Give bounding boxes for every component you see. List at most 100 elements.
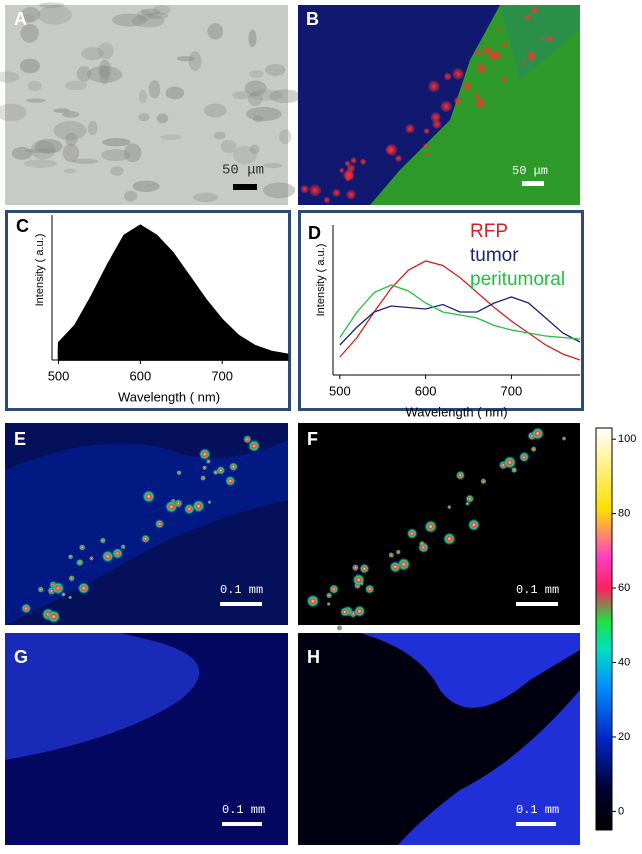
rfp-cell — [500, 42, 507, 49]
hotspot — [467, 518, 481, 532]
panel-e: E 0.1 mm — [5, 423, 288, 625]
cell — [0, 71, 20, 83]
panel-label: B — [306, 9, 319, 29]
cell — [30, 140, 56, 160]
hotspot — [20, 603, 32, 614]
cell — [100, 149, 131, 162]
cell — [220, 139, 237, 154]
rfp-cell — [474, 92, 481, 99]
rfp-cell — [309, 184, 322, 197]
cell — [99, 65, 110, 85]
colorbar — [595, 427, 613, 831]
hotspots — [306, 426, 567, 631]
cell — [110, 166, 124, 176]
hotspot — [68, 595, 73, 600]
x-tick-label: 700 — [211, 368, 233, 383]
cell — [34, 139, 63, 154]
x-tick-label: 600 — [130, 368, 152, 383]
hotspot — [99, 537, 107, 544]
cell — [160, 134, 182, 140]
cell — [26, 98, 46, 103]
colorbar-tick-label: 100 — [618, 433, 636, 445]
cell — [207, 23, 224, 40]
hotspot — [326, 601, 331, 607]
panel-h: H 0.1 mm — [298, 633, 580, 845]
rfp-cells — [300, 6, 554, 204]
series-line — [57, 281, 289, 361]
scale-bar-label: 50 μm — [512, 164, 548, 178]
cell — [147, 12, 169, 19]
region — [298, 633, 580, 845]
cell — [244, 80, 267, 96]
hotspot — [140, 534, 151, 544]
cell — [246, 106, 282, 122]
cell — [141, 8, 161, 16]
hotspot — [455, 470, 466, 481]
cell — [19, 58, 41, 74]
hotspot — [359, 581, 364, 586]
cell — [27, 80, 42, 92]
series-line — [339, 284, 581, 340]
rfp-cell — [430, 112, 441, 123]
hotspot — [351, 563, 360, 572]
cell — [138, 89, 147, 104]
rfp-cell — [521, 60, 526, 65]
cell — [53, 108, 71, 113]
rfp-cell — [332, 188, 341, 197]
rfp-cell — [394, 154, 403, 162]
hotspot — [247, 439, 261, 453]
colorbar-tick-label: 60 — [618, 582, 630, 594]
hotspot — [216, 465, 226, 476]
rfp-cell — [475, 49, 482, 57]
hotspot — [336, 624, 343, 631]
panel-label: G — [14, 647, 28, 667]
y-axis-label: Intensity ( a.u.) — [315, 244, 327, 317]
cell-texture — [0, 2, 302, 203]
cell — [98, 59, 112, 79]
rfp-cell — [526, 51, 537, 62]
colorbar-tick-label: 20 — [618, 731, 630, 743]
rfp-cell — [440, 100, 452, 113]
cell — [76, 66, 92, 82]
x-tick-label: 500 — [48, 368, 70, 383]
panel-label: D — [308, 223, 321, 243]
scale-bar — [516, 602, 558, 606]
panel-g: G 0.1 mm — [5, 633, 288, 845]
legend-entry: peritumoral — [470, 269, 565, 290]
scale-bar — [522, 181, 544, 186]
rfp-cell — [453, 96, 462, 105]
rfp-cell — [546, 35, 554, 43]
rfp-cell — [360, 158, 367, 165]
panel-label: A — [14, 9, 27, 29]
cell — [132, 13, 165, 28]
x-axis-label: Wavelength ( nm) — [118, 389, 220, 404]
hotspot — [325, 592, 333, 599]
scale-bar — [222, 822, 262, 826]
hotspot — [364, 584, 375, 595]
cell — [248, 69, 264, 78]
hotspot — [77, 581, 91, 595]
cell — [136, 9, 153, 22]
scale-bar-label: 0.1 mm — [220, 583, 263, 597]
cell — [138, 113, 150, 122]
y-axis-label: Intensity ( a.u.) — [34, 234, 46, 307]
hotspot — [191, 499, 206, 513]
scale-bar-label: 50 μm — [222, 163, 264, 179]
cell — [37, 5, 73, 25]
cell — [265, 64, 286, 76]
legend-entry: tumor — [470, 245, 519, 266]
cell — [247, 92, 263, 106]
rfp-cell — [350, 157, 357, 164]
hotspot — [67, 553, 74, 560]
panel-b: B 50 μm — [298, 5, 580, 205]
hotspot — [395, 549, 402, 555]
rfp-cell — [323, 196, 331, 204]
rfp-cell — [497, 27, 502, 32]
hotspot — [406, 527, 418, 540]
micrograph — [5, 5, 288, 205]
panel-label: H — [307, 647, 320, 667]
legend-entry: RFP — [470, 221, 508, 242]
rfp-cell — [427, 80, 440, 93]
rfp-cell — [405, 123, 415, 134]
